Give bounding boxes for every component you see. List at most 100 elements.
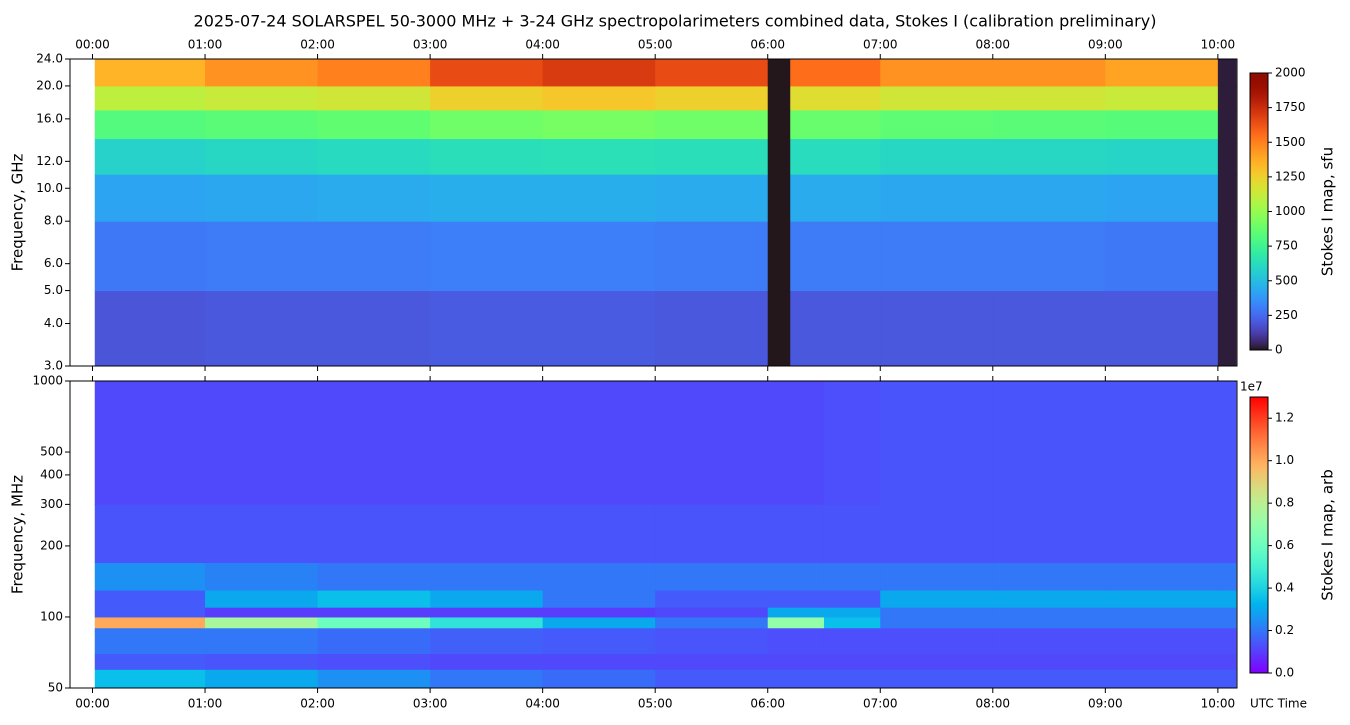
heatmap-cell [94, 669, 206, 689]
colorbar-tick-label: 2000 [1275, 66, 1306, 80]
heatmap-cell [992, 607, 1106, 618]
y-tick-label: 10.0 [36, 181, 63, 195]
y-tick-label: 3.0 [44, 359, 63, 373]
heatmap-cell [1217, 109, 1237, 140]
heatmap-cell [880, 85, 994, 111]
y-tick-label: 20.0 [36, 78, 63, 92]
heatmap-cell [1217, 590, 1237, 608]
heatmap-cell [880, 616, 994, 629]
heatmap-cell [767, 59, 791, 87]
x-tick-label: 05:00 [638, 38, 673, 52]
heatmap-cell [1105, 59, 1219, 87]
heatmap-cell [542, 562, 656, 591]
heatmap-cell [205, 109, 319, 140]
heatmap-cell [1217, 221, 1237, 292]
heatmap-cell [823, 627, 881, 655]
heatmap-cell [1217, 504, 1237, 564]
heatmap-cell [430, 669, 544, 689]
heatmap-cell [1217, 85, 1237, 111]
heatmap-cell [767, 562, 825, 591]
x-axis-label: UTC Time [1250, 697, 1307, 711]
heatmap-cell [880, 59, 994, 87]
y-axis-label: Frequency, MHz [9, 475, 27, 594]
heatmap-cell [205, 607, 319, 618]
colorbar-tick-label: 1.2 [1275, 411, 1294, 425]
heatmap-cell [1217, 562, 1237, 591]
heatmap-cell [655, 174, 769, 222]
heatmap-cell [317, 138, 431, 175]
x-tick-label: 03:00 [413, 38, 448, 52]
heatmap-cell [430, 59, 544, 87]
heatmap-cell [94, 607, 206, 618]
heatmap-cell [880, 290, 994, 367]
heatmap-cell [992, 85, 1106, 111]
heatmap-cell [655, 590, 769, 608]
heatmap-cell [655, 627, 769, 655]
heatmap-cell [992, 221, 1106, 292]
heatmap-cell [317, 590, 431, 608]
y-tick-label: 100 [40, 609, 63, 623]
heatmap-cell [430, 174, 544, 222]
heatmap-cell [880, 504, 994, 564]
heatmap-cell [823, 669, 881, 689]
heatmap-cell [655, 109, 769, 140]
heatmap-cell [94, 590, 206, 608]
heatmap-cell [1217, 616, 1237, 629]
x-tick-label: 05:00 [638, 697, 673, 711]
heatmap-cell [317, 221, 431, 292]
heatmap-cell [767, 290, 791, 367]
heatmap-cell [542, 59, 656, 87]
y-tick-label: 12.0 [36, 154, 63, 168]
heatmap-cell [205, 138, 319, 175]
x-tick-label: 09:00 [1088, 697, 1123, 711]
colorbar-offset-label: 1e7 [1240, 380, 1263, 394]
heatmap-cell [94, 627, 206, 655]
colorbar [1249, 72, 1269, 351]
heatmap-cell [880, 381, 994, 505]
heatmap-cell [430, 653, 544, 670]
heatmap-cell [205, 616, 319, 629]
heatmap-cell [205, 504, 319, 564]
heatmap-cell [823, 381, 881, 505]
colorbar-tick-label: 1250 [1275, 169, 1306, 183]
heatmap-cell [317, 653, 431, 670]
colorbar-tick-label: 250 [1275, 308, 1298, 322]
colorbar-tick-label: 1750 [1275, 100, 1306, 114]
heatmap-cell [430, 627, 544, 655]
heatmap-cell [317, 669, 431, 689]
heatmap-cell [655, 85, 769, 111]
heatmap-cell [1217, 381, 1237, 505]
x-tick-label: 02:00 [300, 38, 335, 52]
heatmap-cell [205, 381, 319, 505]
heatmap-cell [767, 221, 791, 292]
heatmap-cell [790, 221, 881, 292]
heatmap-cell [655, 138, 769, 175]
y-tick-label: 4.0 [44, 316, 63, 330]
y-tick-label: 500 [40, 445, 63, 459]
chart-title: 2025-07-24 SOLARSPEL 50-3000 MHz + 3-24 … [194, 12, 1157, 31]
heatmap-cell [1105, 221, 1219, 292]
colorbar-tick-label: 0.0 [1275, 666, 1294, 680]
heatmap-cell [655, 221, 769, 292]
heatmap-cell [1105, 616, 1219, 629]
heatmap-cell [790, 138, 881, 175]
heatmap-cell [317, 627, 431, 655]
heatmap-cell [205, 669, 319, 689]
heatmap-cell [205, 174, 319, 222]
heatmap-cell [655, 607, 769, 618]
colorbar-tick-label: 750 [1275, 239, 1298, 253]
x-tick-label: 00:00 [75, 697, 110, 711]
heatmap-cell [790, 109, 881, 140]
heatmap-cell [94, 138, 206, 175]
heatmap-cell [542, 627, 656, 655]
colorbar-label: Stokes I map, sfu [1319, 147, 1337, 276]
heatmap-cell [94, 109, 206, 140]
heatmap-cell [992, 562, 1106, 591]
heatmap-cell [317, 607, 431, 618]
heatmap-cell [205, 59, 319, 87]
heatmap-cell [767, 607, 825, 618]
heatmap-cell [655, 504, 769, 564]
heatmap-cell [542, 590, 656, 608]
heatmap-cell [1105, 381, 1219, 505]
x-tick-label: 01:00 [188, 697, 223, 711]
